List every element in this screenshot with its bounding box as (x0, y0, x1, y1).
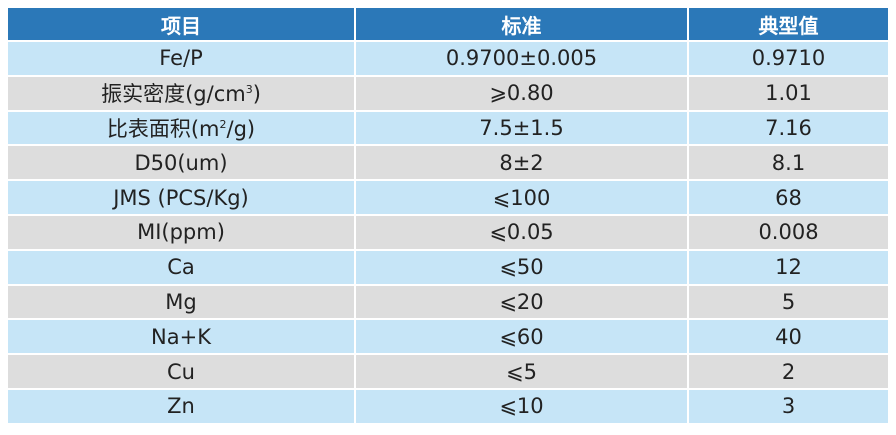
table-row: Cu ⩽5 2 (8, 355, 888, 388)
cell-item: MI(ppm) (8, 215, 354, 249)
table-row: Fe/P 0.9700±0.005 0.9710 (8, 42, 888, 75)
table-row: D50(um) 8±2 8.1 (8, 146, 888, 180)
table-row: Zn ⩽10 3 (8, 389, 888, 423)
cell-item: Na+K (8, 320, 354, 354)
cell-standard: ⩾0.80 (356, 76, 687, 110)
cell-standard: ⩽100 (356, 181, 687, 214)
cell-standard: 8±2 (356, 146, 687, 180)
table-row: 振实密度(g/cm3) ⩾0.80 1.01 (8, 76, 888, 110)
cell-typical: 1.01 (689, 76, 888, 110)
cell-standard: ⩽50 (356, 250, 687, 284)
cell-item: Zn (8, 389, 354, 423)
cell-standard: ⩽0.05 (356, 215, 687, 249)
cell-standard: ⩽10 (356, 389, 687, 423)
table-row: MI(ppm) ⩽0.05 0.008 (8, 215, 888, 249)
cell-typical: 5 (689, 285, 888, 319)
cell-standard: 0.9700±0.005 (356, 42, 687, 75)
cell-standard: ⩽5 (356, 355, 687, 388)
cell-item: 振实密度(g/cm3) (8, 76, 354, 110)
cell-standard: ⩽20 (356, 285, 687, 319)
spec-table: 项目 标准 典型值 Fe/P 0.9700±0.005 0.9710 振实密度(g/c… (6, 6, 890, 425)
cell-typical: 3 (689, 389, 888, 423)
cell-typical: 0.008 (689, 215, 888, 249)
cell-typical: 12 (689, 250, 888, 284)
table-row: JMS (PCS/Kg) ⩽100 68 (8, 181, 888, 214)
cell-item: Cu (8, 355, 354, 388)
cell-typical: 68 (689, 181, 888, 214)
cell-item: Mg (8, 285, 354, 319)
header-typical: 典型值 (689, 8, 888, 40)
header-row: 项目 标准 典型值 (8, 8, 888, 40)
cell-typical: 40 (689, 320, 888, 354)
cell-standard: ⩽60 (356, 320, 687, 354)
cell-item: JMS (PCS/Kg) (8, 181, 354, 214)
table-row: Na+K ⩽60 40 (8, 320, 888, 354)
table-row: 比表面积(m2/g) 7.5±1.5 7.16 (8, 111, 888, 145)
cell-item: Ca (8, 250, 354, 284)
table-row: Ca ⩽50 12 (8, 250, 888, 284)
header-item: 项目 (8, 8, 354, 40)
cell-typical: 8.1 (689, 146, 888, 180)
cell-typical: 2 (689, 355, 888, 388)
table-row: Mg ⩽20 5 (8, 285, 888, 319)
cell-item: Fe/P (8, 42, 354, 75)
cell-typical: 0.9710 (689, 42, 888, 75)
cell-item: D50(um) (8, 146, 354, 180)
header-standard: 标准 (356, 8, 687, 40)
cell-typical: 7.16 (689, 111, 888, 145)
cell-standard: 7.5±1.5 (356, 111, 687, 145)
cell-item: 比表面积(m2/g) (8, 111, 354, 145)
